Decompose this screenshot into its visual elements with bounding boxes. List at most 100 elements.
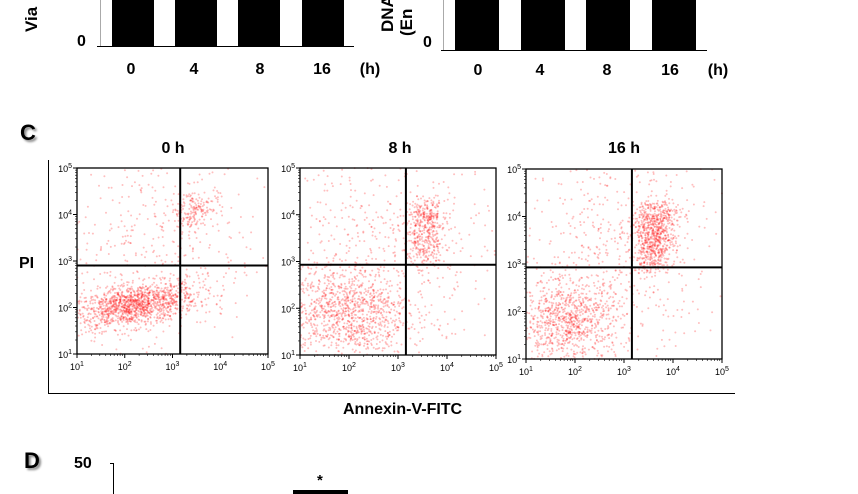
scatter-point (113, 281, 116, 284)
scatter-point (215, 212, 218, 215)
scatter-point (579, 327, 582, 330)
scatter-point (414, 304, 417, 307)
scatter-point (351, 348, 354, 351)
scatter-point (144, 312, 147, 315)
scatter-point (198, 218, 201, 221)
scatter-point (172, 312, 175, 315)
scatter-point (666, 268, 669, 271)
scatter-point (117, 311, 120, 314)
scatter-point (418, 253, 421, 256)
scatter-point (120, 278, 123, 281)
scatter-point (412, 200, 415, 203)
scatter-point (110, 318, 113, 321)
scatter-point (143, 310, 146, 313)
scatter-point (121, 196, 124, 198)
scatter-point (200, 210, 203, 213)
scatter-point (137, 309, 140, 312)
scatter-point (383, 347, 386, 350)
scatter-point (196, 321, 198, 324)
scatter-point (382, 247, 385, 250)
scatter-point (451, 239, 454, 242)
scatter-point (105, 319, 108, 322)
scatter-point (600, 312, 602, 315)
y-tick-label: 104 (58, 210, 72, 221)
scatter-point (574, 291, 577, 294)
scatter-point (443, 310, 446, 313)
scatter-point (103, 321, 106, 324)
scatter-point (344, 206, 347, 209)
scatter-point (309, 341, 312, 344)
scatter-point (185, 268, 188, 271)
scatter-point (558, 329, 561, 332)
scatter-point (90, 329, 93, 332)
scatter-point (545, 340, 548, 343)
scatter-point (121, 313, 124, 316)
scatter-point (640, 219, 643, 222)
scatter-point (196, 291, 198, 294)
scatter-point (638, 216, 641, 219)
scatter-point (115, 291, 118, 294)
scatter-point (377, 298, 380, 301)
scatter-point (380, 281, 382, 284)
scatter-point (602, 284, 605, 287)
scatter-point (673, 229, 676, 232)
scatter-point (83, 322, 86, 324)
scatter-point (410, 211, 412, 214)
scatter-point (84, 216, 87, 219)
scatter-point (167, 292, 170, 295)
scatter-point (366, 346, 369, 349)
scatter-point (304, 338, 307, 341)
scatter-point (147, 302, 150, 305)
scatter-point (110, 227, 113, 230)
scatter-point (419, 230, 422, 233)
scatter-point (369, 302, 372, 305)
scatter-point (165, 282, 168, 285)
scatter-point (428, 212, 431, 215)
scatter-point (461, 173, 463, 176)
scatter-point (654, 274, 657, 277)
scatter-point (593, 315, 596, 318)
scatter-point (345, 244, 348, 247)
scatter-point (171, 240, 174, 243)
scatter-point (156, 291, 159, 294)
scatter-point (538, 302, 541, 305)
scatter-point (393, 245, 396, 248)
scatter-point (303, 350, 306, 352)
scatter-point (353, 283, 356, 286)
scatter-point (98, 314, 101, 316)
scatter-point (434, 233, 437, 236)
scatter-point (161, 317, 164, 320)
scatter-point (137, 315, 140, 318)
scatter-point (355, 314, 357, 316)
scatter-point (140, 191, 143, 194)
scatter-point (317, 287, 320, 290)
scatter-point (152, 294, 155, 297)
scatter-point (113, 311, 115, 314)
scatter-point (339, 266, 342, 269)
scatter-point (156, 317, 159, 319)
scatter-point (416, 222, 419, 225)
scatter-point (554, 308, 557, 311)
scatter-point (186, 286, 188, 289)
scatter-point (318, 340, 321, 343)
scatter-point (312, 329, 315, 332)
scatter-point (98, 299, 101, 302)
scatter-point (351, 339, 354, 341)
scatter-point (356, 256, 359, 259)
scatter-point (127, 309, 130, 312)
scatter-point (197, 274, 200, 277)
scatter-point (198, 196, 201, 199)
scatter-point (94, 299, 97, 302)
scatter-point (228, 235, 231, 238)
scatter-point (81, 272, 84, 275)
scatter-point (130, 285, 133, 288)
scatter-point (101, 303, 103, 306)
scatter-point (133, 320, 136, 323)
scatter-point (651, 257, 654, 260)
scatter-point (438, 259, 441, 262)
scatter-point (402, 322, 405, 325)
scatter-point (163, 296, 166, 298)
scatter-point (561, 302, 564, 305)
scatter-point (615, 336, 618, 339)
scatter-point (386, 280, 389, 283)
